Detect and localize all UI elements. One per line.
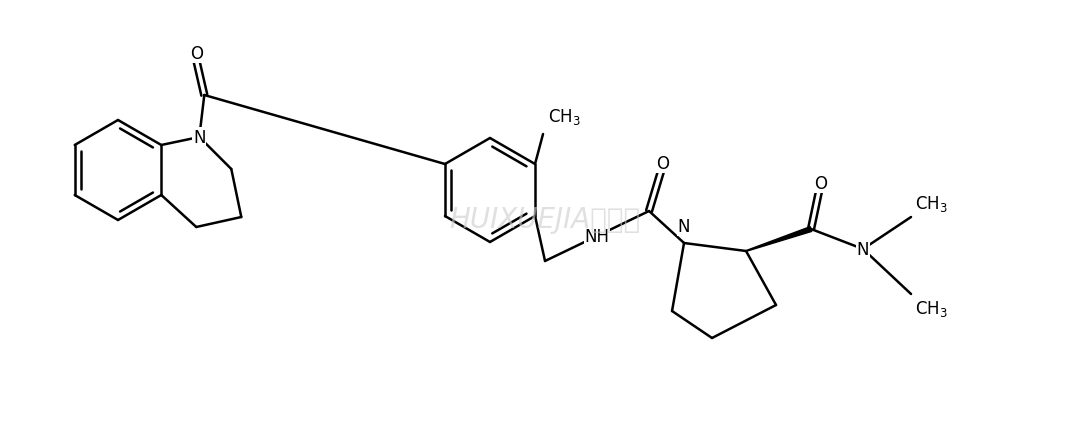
Text: O: O (814, 175, 827, 193)
Text: O: O (190, 45, 203, 63)
Text: N: N (857, 240, 870, 258)
Text: CH$_3$: CH$_3$ (548, 107, 581, 127)
Text: CH$_3$: CH$_3$ (915, 298, 948, 318)
Polygon shape (746, 227, 812, 252)
Text: CH$_3$: CH$_3$ (915, 194, 948, 213)
Text: NH: NH (584, 227, 609, 245)
Text: O: O (656, 155, 669, 173)
Text: N: N (678, 218, 690, 236)
Text: HUIXUEJIA化学网: HUIXUEJIA化学网 (449, 205, 641, 233)
Text: N: N (193, 129, 206, 147)
